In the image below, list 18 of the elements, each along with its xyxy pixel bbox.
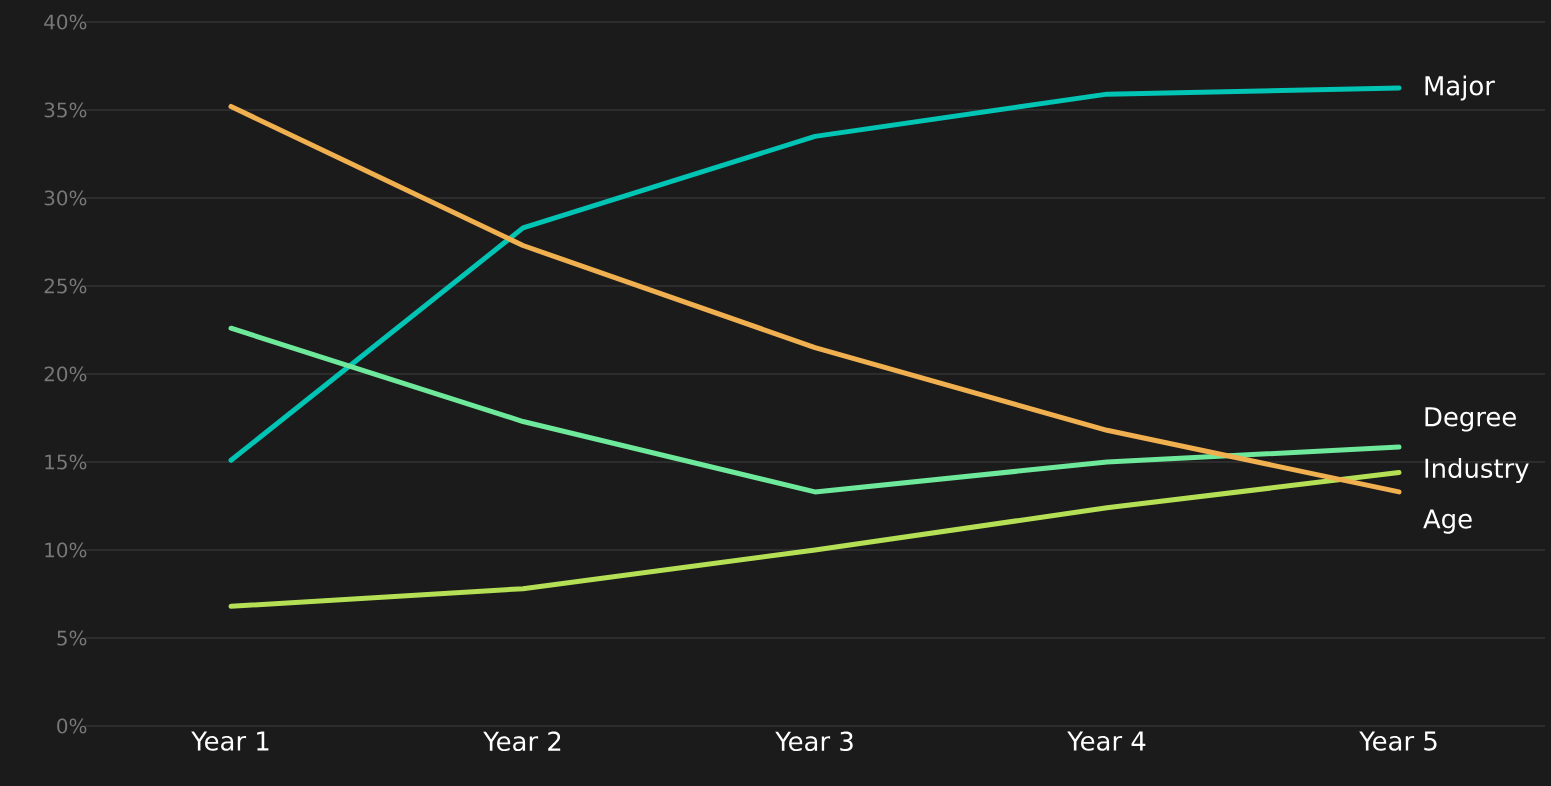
y-tick-label: 20% xyxy=(44,366,87,382)
series-label: Age xyxy=(1423,509,1472,534)
series-label: Degree xyxy=(1425,407,1516,432)
y-tick-label: 10% xyxy=(45,542,87,558)
y-tick-label: 25% xyxy=(44,278,87,294)
y-tick-label: 30% xyxy=(44,190,87,206)
x-tick-label: Year 3 xyxy=(775,731,853,752)
y-tick-label: 0% xyxy=(57,718,87,734)
x-tick-label: Year 1 xyxy=(191,731,269,751)
series-label: Major xyxy=(1425,75,1495,101)
x-tick-label: Year 5 xyxy=(1359,731,1437,751)
x-tick-label: Year 2 xyxy=(483,731,561,752)
series-label: Industry xyxy=(1425,457,1529,484)
y-tick-label: 15% xyxy=(45,454,87,470)
y-tick-label: 40% xyxy=(44,14,87,30)
y-tick-label: 5% xyxy=(57,630,87,646)
x-tick-label: Year 4 xyxy=(1067,731,1146,751)
y-tick-label: 35% xyxy=(44,102,87,118)
